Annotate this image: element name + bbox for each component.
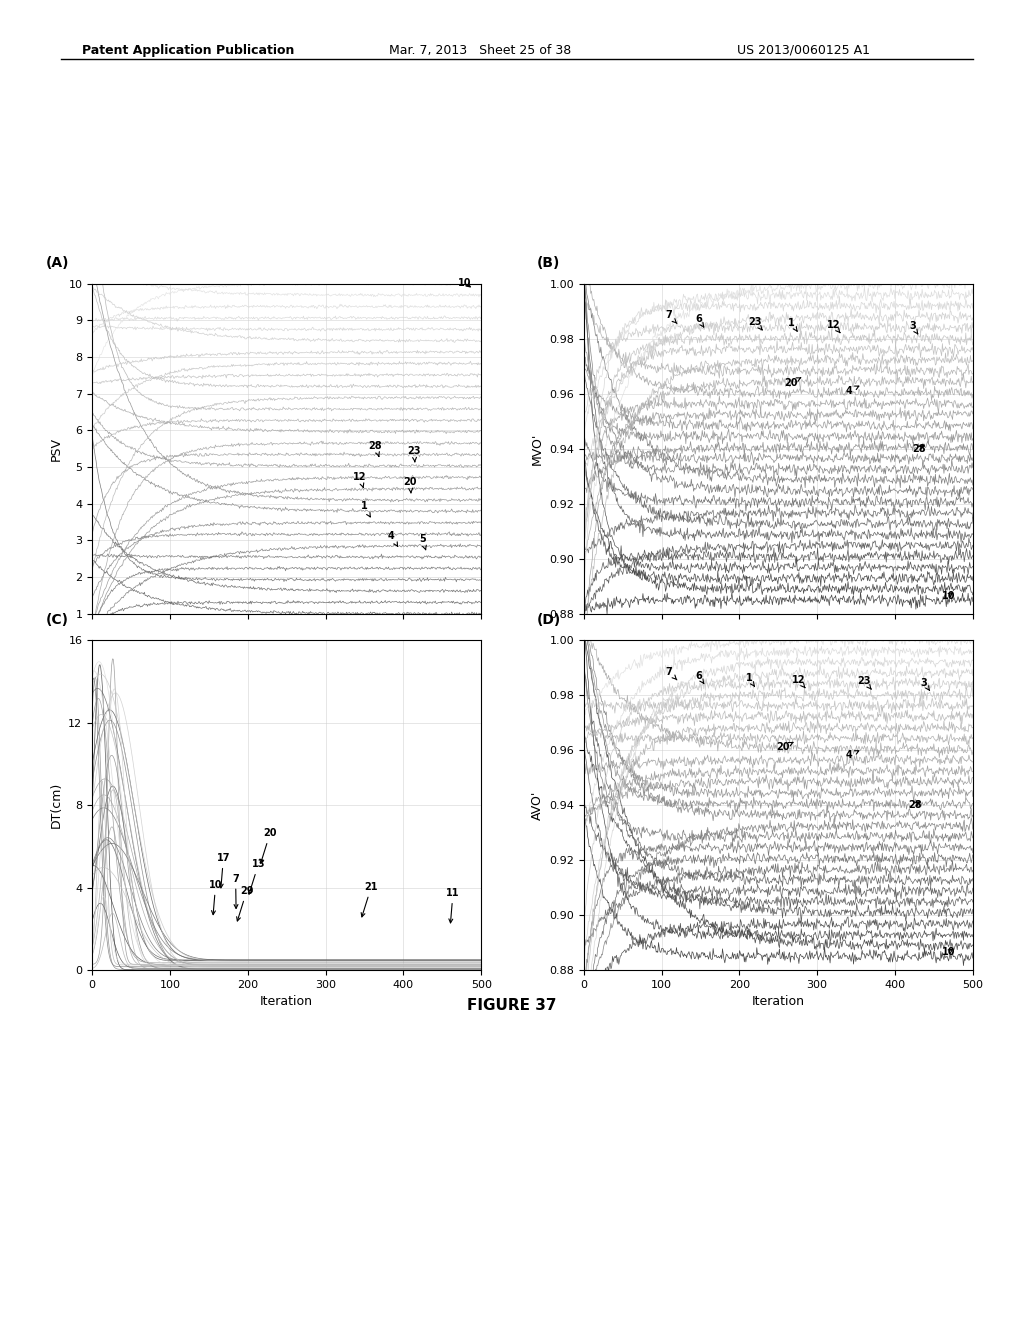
Text: 7: 7	[666, 667, 677, 680]
Text: 5: 5	[419, 535, 426, 550]
Text: 29: 29	[237, 886, 254, 921]
Text: 23: 23	[858, 676, 871, 689]
Y-axis label: MVO': MVO'	[530, 433, 544, 465]
Text: 28: 28	[908, 800, 922, 810]
Text: 4: 4	[388, 531, 397, 546]
Y-axis label: DT(cm): DT(cm)	[50, 781, 62, 829]
Text: Mar. 7, 2013   Sheet 25 of 38: Mar. 7, 2013 Sheet 25 of 38	[389, 44, 571, 57]
X-axis label: Iteration: Iteration	[260, 995, 313, 1008]
Text: (A): (A)	[45, 256, 69, 271]
Text: 13: 13	[248, 859, 265, 894]
Text: (B): (B)	[537, 256, 560, 271]
Text: 28: 28	[912, 444, 926, 454]
Text: (C): (C)	[45, 612, 69, 627]
Text: 10: 10	[209, 879, 222, 915]
Text: 12: 12	[353, 473, 367, 487]
Text: US 2013/0060125 A1: US 2013/0060125 A1	[737, 44, 870, 57]
Text: 10: 10	[942, 946, 955, 957]
Text: 4: 4	[846, 385, 859, 396]
Text: 12: 12	[826, 319, 840, 333]
X-axis label: Iteration: Iteration	[752, 995, 805, 1008]
Text: 7: 7	[232, 874, 239, 908]
Text: 1: 1	[788, 318, 798, 331]
Text: 20: 20	[776, 742, 794, 752]
Text: 17: 17	[217, 853, 230, 888]
Text: 10: 10	[942, 590, 955, 601]
Text: 4: 4	[846, 751, 859, 760]
Text: 20: 20	[403, 478, 417, 494]
Text: 20: 20	[260, 828, 276, 863]
Text: 3: 3	[909, 321, 918, 334]
Text: 7: 7	[666, 310, 677, 323]
Text: (D): (D)	[537, 612, 561, 627]
Text: 20: 20	[784, 378, 801, 388]
Text: 3: 3	[921, 677, 930, 690]
Y-axis label: PSV: PSV	[50, 437, 62, 461]
Text: 21: 21	[361, 882, 378, 917]
Text: 10: 10	[458, 277, 471, 288]
Text: FIGURE 37: FIGURE 37	[467, 998, 557, 1012]
Text: 23: 23	[408, 446, 421, 462]
Text: 6: 6	[695, 314, 703, 327]
Text: 11: 11	[446, 888, 460, 923]
Text: Patent Application Publication: Patent Application Publication	[82, 44, 294, 57]
Y-axis label: AVO': AVO'	[530, 791, 544, 820]
Text: 1: 1	[745, 673, 755, 686]
Text: 6: 6	[695, 671, 703, 684]
Text: 23: 23	[749, 317, 762, 330]
Text: 1: 1	[360, 502, 371, 517]
Text: 12: 12	[792, 675, 805, 688]
Text: 28: 28	[369, 441, 382, 457]
